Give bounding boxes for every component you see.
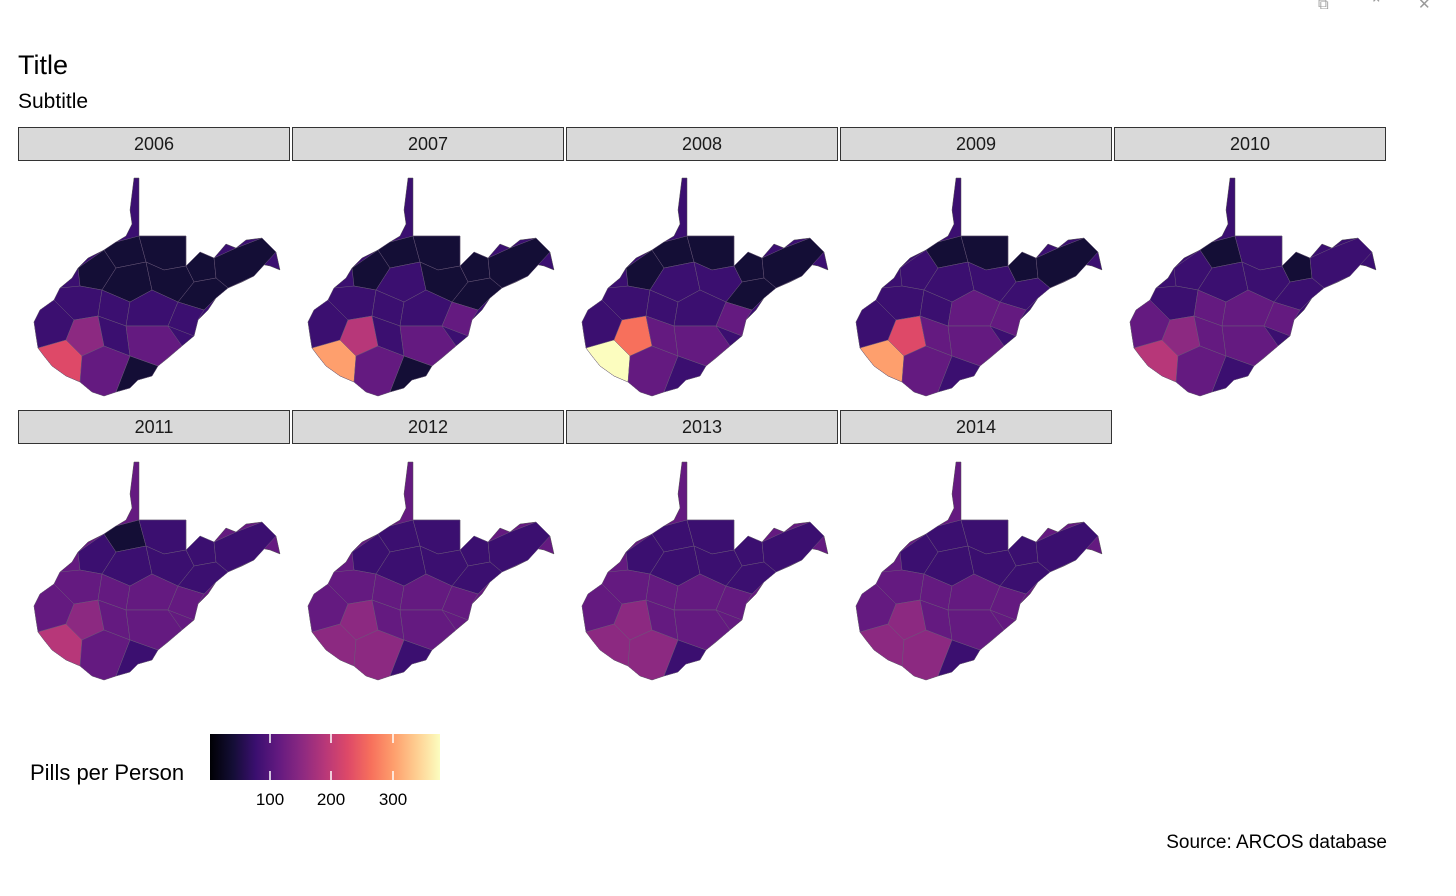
- county-region: [1175, 345, 1227, 397]
- county-region: [1133, 339, 1179, 383]
- facet-strip-2011: 2011: [18, 410, 290, 444]
- facet-map-2011: [33, 461, 281, 681]
- county-region: [311, 623, 357, 667]
- plot-title: Title: [18, 50, 69, 80]
- county-region: [441, 585, 479, 621]
- county-region: [389, 639, 433, 677]
- county-region: [715, 301, 753, 337]
- county-region: [125, 609, 183, 651]
- county-region: [627, 345, 679, 397]
- county-region: [441, 301, 479, 337]
- county-region: [663, 639, 707, 677]
- facet-map-2007: [307, 177, 555, 397]
- county-region: [989, 301, 1027, 337]
- county-region: [989, 585, 1027, 621]
- county-region: [125, 325, 183, 367]
- county-region: [167, 585, 205, 621]
- county-region: [37, 339, 83, 383]
- county-region: [115, 639, 159, 677]
- facet-strip-2007: 2007: [292, 127, 564, 161]
- county-region: [1263, 301, 1301, 337]
- county-region: [399, 609, 457, 651]
- county-region: [311, 339, 357, 383]
- county-region: [389, 355, 433, 393]
- county-region: [585, 339, 631, 383]
- county-region: [947, 609, 1005, 651]
- legend-title: Pills per Person: [30, 760, 185, 785]
- popout-icon[interactable]: ⧉: [1318, 0, 1329, 13]
- close-icon[interactable]: ✕: [1418, 0, 1431, 13]
- county-region: [937, 639, 981, 677]
- facet-strip-2013: 2013: [566, 410, 838, 444]
- county-region: [399, 325, 457, 367]
- legend-tick-200: 200: [316, 790, 346, 809]
- plot-subtitle: Subtitle: [18, 90, 89, 113]
- facet-strip-2008: 2008: [566, 127, 838, 161]
- county-region: [353, 345, 405, 397]
- county-region: [1221, 325, 1279, 367]
- collapse-icon[interactable]: ⌃: [1370, 0, 1383, 13]
- county-region: [673, 325, 731, 367]
- county-region: [901, 345, 953, 397]
- facet-map-2013: [581, 461, 829, 681]
- facet-strip-2010: 2010: [1114, 127, 1386, 161]
- facet-map-2006: [33, 177, 281, 397]
- county-region: [79, 345, 131, 397]
- county-region: [715, 585, 753, 621]
- county-region: [79, 629, 131, 681]
- county-region: [115, 355, 159, 393]
- legend-colorbar: [210, 734, 440, 780]
- facet-map-2009: [855, 177, 1103, 397]
- facet-strip-2009: 2009: [840, 127, 1112, 161]
- county-region: [859, 339, 905, 383]
- county-region: [663, 355, 707, 393]
- county-region: [353, 629, 405, 681]
- facet-map-2014: [855, 461, 1103, 681]
- facet-map-2008: [581, 177, 829, 397]
- facet-map-2012: [307, 461, 555, 681]
- county-region: [585, 623, 631, 667]
- county-region: [901, 629, 953, 681]
- county-region: [1211, 355, 1255, 393]
- county-region: [673, 609, 731, 651]
- facet-map-2010: [1129, 177, 1377, 397]
- plot-caption: Source: ARCOS database: [1166, 832, 1387, 853]
- legend-tick-100: 100: [255, 790, 285, 809]
- facet-strip-2014: 2014: [840, 410, 1112, 444]
- county-region: [167, 301, 205, 337]
- county-region: [937, 355, 981, 393]
- county-region: [947, 325, 1005, 367]
- county-region: [627, 629, 679, 681]
- county-region: [37, 623, 83, 667]
- county-region: [859, 623, 905, 667]
- facet-strip-2012: 2012: [292, 410, 564, 444]
- facet-strip-2006: 2006: [18, 127, 290, 161]
- legend-tick-300: 300: [378, 790, 408, 809]
